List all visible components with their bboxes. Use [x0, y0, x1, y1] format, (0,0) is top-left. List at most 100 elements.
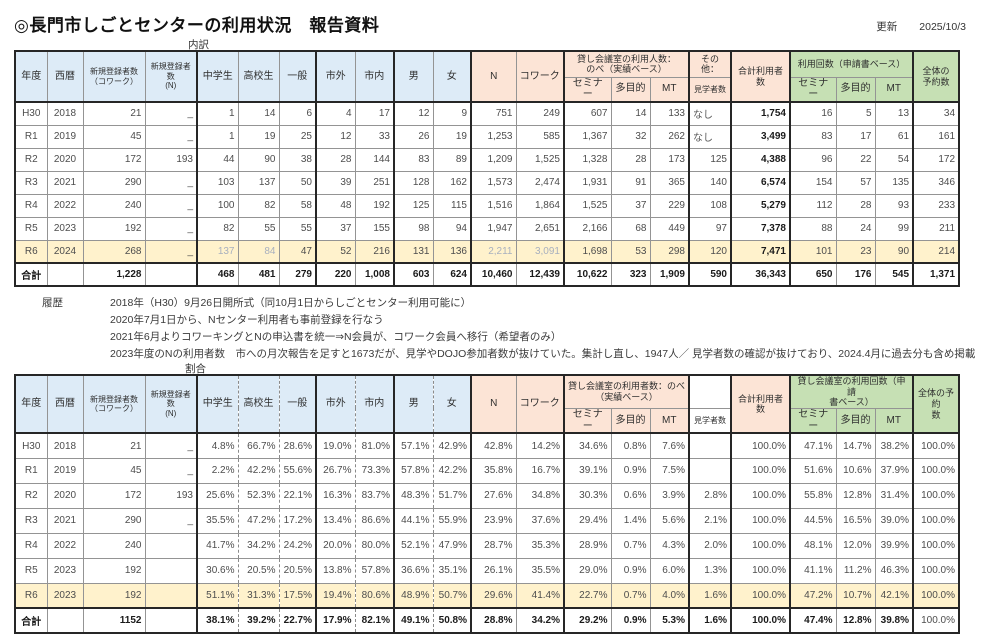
cell-n: 28.8%: [471, 607, 517, 634]
cell-multipurpose-actual: 14: [611, 102, 651, 126]
cell-total-users: 4,388: [731, 148, 791, 172]
col-header-general: 一般: [279, 375, 317, 435]
cell-n: 28.7%: [471, 533, 517, 559]
cell-cowork: 3,091: [516, 240, 565, 264]
cell-new-n: _: [145, 102, 198, 126]
cell-seminar-app: 16: [790, 102, 837, 126]
cell-cowork: 12,439: [516, 262, 565, 287]
cell-mt-actual: 449: [650, 217, 690, 241]
table-row: R3 2021 290 _ 103 137 50 39 251 128 162 1,573 2,474 1…: [15, 171, 960, 195]
cell-visitors: 120: [689, 240, 732, 264]
col-header-mt-app: MT: [875, 77, 915, 104]
row-label: H30: [15, 433, 48, 459]
cell-male: 44.1%: [394, 508, 434, 534]
cell-new-n: [145, 262, 198, 287]
cell-cowork: 35.3%: [516, 533, 565, 559]
cell-n: 751: [471, 102, 517, 126]
cell-inside-city: 155: [355, 217, 395, 241]
cell-junior-high: 82: [197, 217, 239, 241]
group-header-meeting-actual: 貸し会議室の利用人数： のべ（実績ベース）: [564, 51, 690, 78]
cell-outside-city: 39: [316, 171, 356, 195]
cell-male: 98: [394, 217, 434, 241]
cell-multipurpose-actual: 91: [611, 171, 651, 195]
cell-multipurpose-actual: 0.7%: [611, 583, 651, 609]
cell-reservations: 233: [913, 194, 960, 218]
cell-seminar-actual: 10,622: [564, 262, 612, 287]
cell-inside-city: 33: [355, 125, 395, 149]
ratio-table: 年度 西暦 新規登録者数 （コワーク） 新規登録者数 (N) 中学生 高校生 一…: [14, 374, 960, 635]
cell-cowork: 35.5%: [516, 558, 565, 584]
row-label: R3: [15, 171, 48, 195]
cell-female: 50.8%: [433, 607, 472, 634]
cell-mt-actual: 6.0%: [650, 558, 690, 584]
cell-seireki: [47, 262, 84, 287]
cell-multipurpose-app: 24: [836, 217, 876, 241]
group-header-meeting-actual: 貸し会議室の利用者数：のべ （実績ベース）: [564, 375, 690, 409]
cell-mt-app: 31.4%: [875, 483, 914, 509]
cell-outside-city: 20.0%: [316, 533, 356, 559]
cell-reservations: 100.0%: [913, 433, 959, 459]
cell-mt-actual: 173: [650, 148, 690, 172]
cell-multipurpose-app: 17: [836, 125, 876, 149]
cell-seminar-actual: 2,166: [564, 217, 612, 241]
cell-n: 29.6%: [471, 583, 517, 609]
cell-mt-app: 38.2%: [875, 433, 914, 459]
row-label: R1: [15, 125, 48, 149]
col-header-female: 女: [433, 51, 472, 104]
cell-inside-city: 86.6%: [355, 508, 395, 534]
cell-n: 42.8%: [471, 433, 517, 459]
cell-cowork: 2,651: [516, 217, 565, 241]
cell-inside-city: 17: [355, 102, 395, 126]
cell-seminar-actual: 39.1%: [564, 458, 612, 484]
cell-seireki: 2023: [47, 583, 84, 609]
cell-seminar-actual: 29.4%: [564, 508, 612, 534]
row-label: R6: [15, 240, 48, 264]
col-header-seminar-app: セミナー: [790, 408, 837, 435]
cell-mt-actual: 3.9%: [650, 483, 690, 509]
cell-junior-high: 137: [197, 240, 239, 264]
cell-reservations: 1,371: [913, 262, 960, 287]
cell-new-n: [145, 558, 198, 584]
cell-high-school: 82: [238, 194, 280, 218]
cell-seminar-app: 47.4%: [790, 607, 837, 634]
cell-mt-app: 93: [875, 194, 915, 218]
col-header-new-cowork: 新規登録者数 （コワーク）: [83, 375, 146, 435]
cell-general: 22.1%: [279, 483, 317, 509]
cell-multipurpose-actual: 0.8%: [611, 433, 651, 459]
cell-new-n: [145, 607, 198, 634]
row-label: R4: [15, 533, 48, 559]
cell-junior-high: 30.6%: [197, 558, 239, 584]
cell-seireki: 2022: [47, 194, 84, 218]
cell-inside-city: 216: [355, 240, 395, 264]
cell-multipurpose-app: 22: [836, 148, 876, 172]
cell-mt-actual: 229: [650, 194, 690, 218]
cell-outside-city: 52: [316, 240, 356, 264]
cell-high-school: 19: [238, 125, 280, 149]
cell-male: 83: [394, 148, 434, 172]
history-line: 2021年6月よりコワーキングとNの申込書を統一⇒N会員が、コワーク会員へ移行（…: [110, 331, 562, 343]
cell-reservations: 100.0%: [913, 508, 959, 534]
cell-new-cowork: 192: [83, 217, 146, 241]
cell-general: 6: [279, 102, 317, 126]
cell-seminar-app: 48.1%: [790, 533, 837, 559]
cell-mt-app: 90: [875, 240, 915, 264]
cell-visitors: 108: [689, 194, 732, 218]
table-row: R1 2019 45 _ 2.2% 42.2% 55.6% 26.7% 73.3% 57.8% 42…: [15, 458, 959, 484]
cell-new-cowork: 268: [83, 240, 146, 264]
cell-n: 10,460: [471, 262, 517, 287]
cell-visitors: なし: [689, 125, 732, 149]
cell-outside-city: 13.8%: [316, 558, 356, 584]
cell-reservations: 211: [913, 217, 960, 241]
cell-reservations: 34: [913, 102, 960, 126]
cell-multipurpose-actual: 323: [611, 262, 651, 287]
col-header-visitors: 見学者数: [689, 408, 732, 435]
cell-multipurpose-app: 57: [836, 171, 876, 195]
cell-cowork: 1,864: [516, 194, 565, 218]
cell-male: 52.1%: [394, 533, 434, 559]
cell-reservations: 214: [913, 240, 960, 264]
cell-visitors: 2.8%: [689, 483, 732, 509]
cell-multipurpose-app: 28: [836, 194, 876, 218]
cell-multipurpose-actual: 0.7%: [611, 533, 651, 559]
cell-multipurpose-actual: 28: [611, 148, 651, 172]
cell-seminar-app: 88: [790, 217, 837, 241]
